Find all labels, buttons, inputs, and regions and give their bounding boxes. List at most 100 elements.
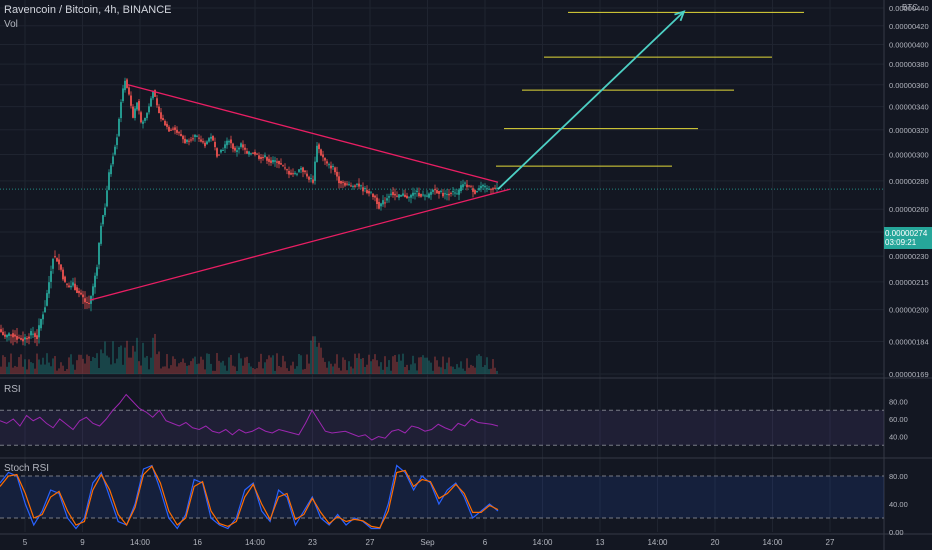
candle-body [16, 335, 18, 340]
volume-bar [132, 345, 134, 374]
volume-bar [194, 356, 196, 374]
volume-bar [204, 369, 206, 374]
candle-body [150, 98, 152, 107]
candle-body [94, 275, 96, 288]
candle-body [62, 269, 64, 280]
price-badge-value: 0.00000274 [885, 229, 928, 238]
candle-body [460, 185, 462, 192]
volume-bar [278, 365, 280, 374]
volume-bar [494, 367, 496, 374]
volume-bar [414, 363, 416, 374]
candle-body [136, 102, 138, 110]
volume-bar [214, 370, 216, 374]
candle-body [72, 282, 74, 286]
volume-bar [70, 354, 72, 374]
volume-bar [390, 370, 392, 374]
volume-bar [244, 357, 246, 374]
volume-bar [396, 361, 398, 374]
volume-bar [264, 362, 266, 374]
volume-bar [416, 370, 418, 374]
volume-bar [84, 363, 86, 374]
candle-body [228, 141, 230, 143]
rsi-polyline [0, 393, 499, 441]
volume-bar [128, 357, 130, 374]
volume-bar [232, 365, 234, 374]
volume-bar [318, 342, 320, 374]
candle-body [212, 135, 214, 141]
volume-bar [30, 362, 32, 374]
candle-body [164, 120, 166, 126]
candle-body [432, 189, 434, 192]
price-tick-label: 0.00000360 [889, 81, 929, 90]
candle-body [296, 173, 298, 175]
volume-bar [268, 355, 270, 374]
candle-body [138, 101, 140, 111]
volume-label: Vol [4, 19, 18, 30]
volume-bar [422, 355, 424, 374]
volume-bar [122, 364, 124, 374]
candle-body [180, 134, 182, 136]
candle-body [264, 155, 266, 158]
volume-bar [394, 354, 396, 374]
candle-body [448, 193, 450, 196]
candle-body [134, 108, 136, 119]
candle-body [496, 187, 498, 189]
candle-body [192, 138, 194, 140]
candle-body [246, 151, 248, 154]
candle-body [64, 276, 66, 282]
candle-body [254, 151, 256, 155]
candle-body [100, 225, 102, 244]
volume-bar [402, 353, 404, 374]
candle-body [430, 191, 432, 195]
candle-body [262, 157, 264, 159]
price-tick-label: 0.00000320 [889, 126, 929, 135]
volume-bar [240, 358, 242, 374]
volume-bar [36, 353, 38, 374]
volume-bar [182, 358, 184, 374]
candle-body [328, 164, 330, 166]
candle-body [82, 294, 84, 298]
candle-body [54, 256, 56, 258]
volume-bar [236, 370, 238, 374]
candle-body [366, 190, 368, 193]
volume-bar [224, 365, 226, 374]
triangle-upper-line [127, 84, 499, 183]
candle-body [40, 318, 42, 329]
candles [0, 77, 498, 347]
rsi-band-fill [0, 410, 884, 446]
candle-body [152, 91, 154, 99]
volume-bar [248, 363, 250, 374]
volume-bar [296, 366, 298, 374]
candle-body [308, 176, 310, 180]
volume-bar [160, 368, 162, 374]
volume-bar [0, 366, 2, 374]
volume-bar [298, 353, 300, 374]
volume-bar [448, 357, 450, 374]
volume-bar [18, 357, 20, 374]
candle-body [322, 154, 324, 158]
candle-body [110, 165, 112, 175]
volume-bar [292, 361, 294, 374]
volume-bar [242, 365, 244, 374]
candle-body [6, 334, 8, 338]
volume-bar [362, 357, 364, 374]
candle-body [132, 106, 134, 118]
volume-bar [270, 357, 272, 374]
candle-body [52, 258, 54, 269]
time-tick-label: 27 [826, 538, 835, 547]
candle-body [338, 176, 340, 184]
candle-body [316, 145, 318, 163]
volume-bar [8, 362, 10, 374]
volume-bar [184, 362, 186, 374]
volume-bar [418, 357, 420, 374]
candle-body [398, 194, 400, 198]
volume-bar [488, 369, 490, 374]
candle-body [434, 189, 436, 191]
volume-bar [208, 353, 210, 374]
candle-body [468, 185, 470, 187]
volume-bar [34, 368, 36, 374]
candle-body [76, 287, 78, 293]
volume-bar [384, 356, 386, 374]
candle-body [492, 188, 494, 190]
